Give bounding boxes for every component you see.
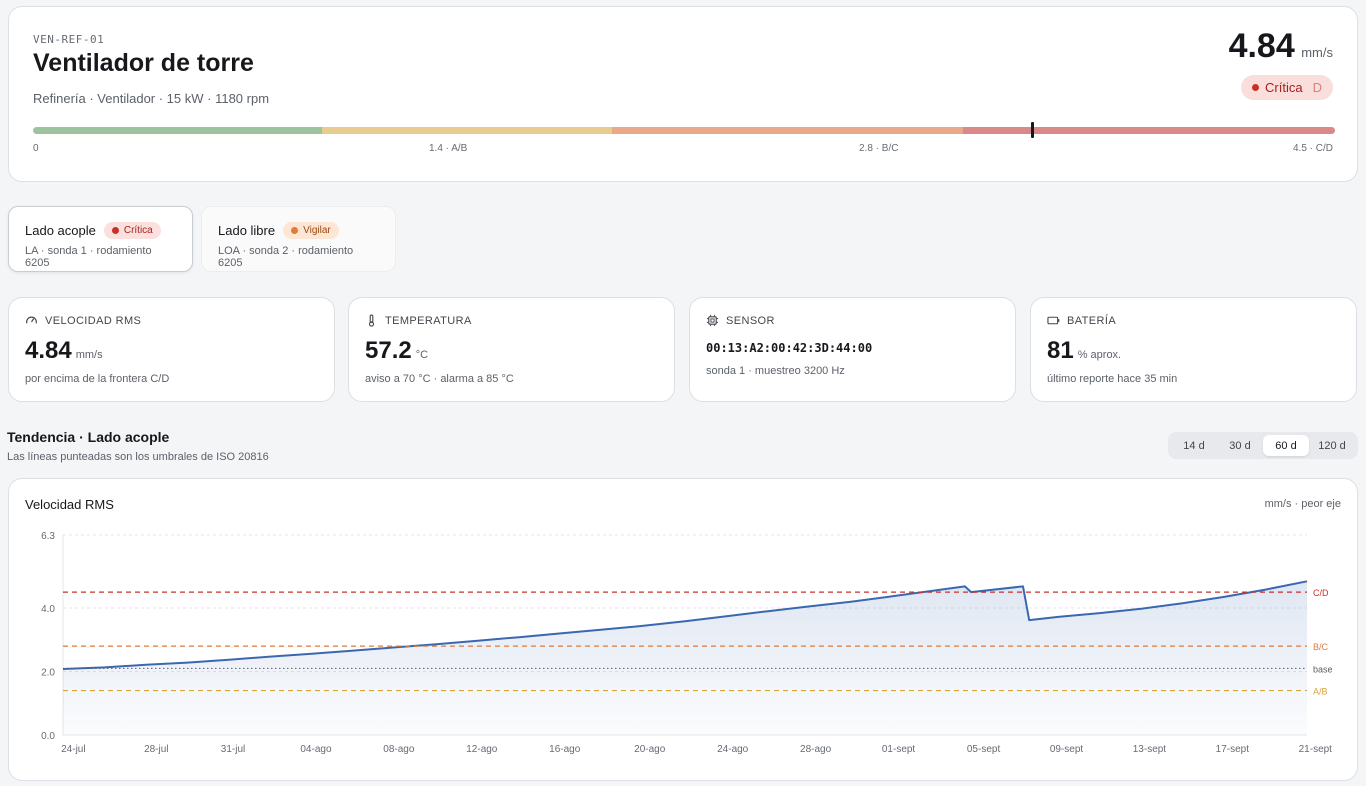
asset-code: VEN-REF-01	[33, 33, 105, 46]
scale-label-bc: 2.8 · B/C	[859, 143, 899, 154]
series-line	[62, 580, 1308, 670]
x-tick-label: 08-ago	[383, 744, 415, 755]
tab-lado-acople[interactable]: Lado acople Crítica LA · sonda 1 · rodam…	[8, 206, 193, 272]
metric-value: 57.2	[365, 337, 412, 364]
threshold-label: A/B	[1313, 687, 1328, 697]
x-tick-label: 17-sept	[1216, 744, 1250, 755]
iso-scale-bar	[33, 127, 1335, 134]
x-tick-label: 21-sept	[1299, 744, 1333, 755]
asset-title: Ventilador de torre	[33, 49, 254, 77]
metric-unit: % aprox.	[1077, 349, 1122, 361]
series-area	[63, 581, 1307, 735]
metric-note: último reporte hace 35 min	[1047, 373, 1178, 385]
threshold-label: base	[1313, 664, 1333, 674]
severity-zone: D	[1312, 80, 1322, 95]
x-tick-label: 05-sept	[967, 744, 1001, 755]
tab-lado-libre[interactable]: Lado libre Vigilar LOA · sonda 2 · rodam…	[201, 206, 396, 272]
x-tick-label: 01-sept	[882, 744, 916, 755]
metric-value: 81	[1047, 337, 1074, 364]
range-30d-button[interactable]: 30 d	[1229, 439, 1251, 452]
severity-dot-icon	[1252, 84, 1260, 91]
x-tick-label: 24-jul	[61, 744, 85, 755]
metric-note: aviso a 70 °C · alarma a 85 °C	[365, 373, 514, 385]
threshold-label: B/C	[1313, 642, 1329, 652]
asset-header-card: VEN-REF-01 Ventilador de torre Refinería…	[8, 6, 1358, 182]
status-badge-label: Vigilar	[303, 225, 331, 236]
current-value: 4.84 mm/s	[1229, 27, 1333, 66]
status-badge-label: Crítica	[123, 225, 153, 236]
x-tick-label: 12-ago	[466, 744, 498, 755]
gauge-icon	[26, 316, 37, 324]
range-selector: 14 d 30 d 60 d 120 d	[1168, 432, 1358, 459]
y-tick-label: 2.0	[41, 668, 55, 679]
trend-chart-card: Velocidad RMS mm/s · peor eje 0.0 2.0 4.0 6…	[8, 478, 1358, 781]
status-badge: Crítica	[103, 222, 161, 239]
iso-scale-marker	[1031, 122, 1034, 138]
y-tick-label: 6.3	[41, 531, 55, 542]
scale-label-ab: 1.4 · A/B	[429, 143, 468, 154]
trend-subtitle: Las líneas punteadas son los umbrales de…	[7, 451, 269, 463]
metric-label: TEMPERATURA	[385, 314, 472, 327]
x-tick-label: 28-jul	[144, 744, 168, 755]
x-tick-label: 24-ago	[717, 744, 749, 755]
x-tick-label: 20-ago	[634, 744, 666, 755]
x-tick-label: 31-jul	[221, 744, 245, 755]
metric-note: sonda 1 · muestreo 3200 Hz	[706, 365, 845, 377]
metric-card-battery: BATERÍA 81% aprox. último reporte hace 3…	[1030, 297, 1357, 402]
metric-unit: mm/s	[75, 349, 103, 361]
asset-subtitle: Refinería · Ventilador · 15 kW · 1180 rp…	[33, 91, 270, 106]
chart-unit-label: mm/s · peor eje	[1264, 498, 1341, 510]
metric-label: SENSOR	[726, 314, 775, 327]
sensor-mac: 00:13:A2:00:42:3D:44:00	[706, 341, 873, 355]
scale-label-0: 0	[33, 143, 39, 154]
scale-label-cd: 4.5 · C/D	[1292, 143, 1333, 154]
metric-card-sensor: SENSOR 00:13:A2:00:42:3D:44:00 sonda 1 ·…	[689, 297, 1016, 402]
tab-subtitle: LOA · sonda 2 · rodamiento 6205	[218, 245, 354, 269]
range-120d-button[interactable]: 120 d	[1318, 439, 1346, 452]
chart-title: Velocidad RMS	[25, 497, 114, 512]
metric-note: por encima de la frontera C/D	[25, 373, 170, 385]
y-tick-label: 4.0	[41, 604, 55, 615]
scale-segment	[322, 127, 612, 134]
y-tick-label: 0.0	[41, 731, 55, 742]
severity-label: Crítica	[1265, 80, 1303, 95]
x-tick-label: 16-ago	[549, 744, 581, 755]
scale-segment	[962, 127, 1335, 134]
x-tick-label: 28-ago	[800, 744, 832, 755]
range-60d-button[interactable]: 60 d	[1263, 435, 1309, 456]
tab-subtitle: LA · sonda 1 · rodamiento 6205	[25, 245, 152, 269]
x-tick-label: 13-sept	[1133, 744, 1167, 755]
scale-segment	[611, 127, 963, 134]
chip-icon	[706, 314, 719, 327]
range-14d-button[interactable]: 14 d	[1183, 439, 1205, 452]
status-dot-icon	[111, 227, 119, 234]
status-dot-icon	[291, 227, 299, 234]
x-tick-label: 04-ago	[300, 744, 332, 755]
scale-segment	[33, 127, 323, 134]
trend-title: Tendencia · Lado acople	[7, 429, 170, 445]
severity-badge: Crítica D	[1241, 75, 1333, 100]
tab-title: Lado acople	[25, 223, 96, 238]
battery-icon	[1047, 316, 1060, 325]
metric-unit: °C	[415, 349, 429, 361]
trend-chart: 0.0 2.0 4.0 6.3 24-jul 28-jul 31-jul 04-ago 08-a…	[41, 531, 1333, 755]
metric-card-velocity: VELOCIDAD RMS 4.84 mm/s por encima de la …	[8, 297, 335, 402]
threshold-label: C/D	[1313, 588, 1329, 598]
metric-label: BATERÍA	[1067, 314, 1117, 327]
current-value-number: 4.84	[1228, 27, 1295, 65]
tab-title: Lado libre	[218, 223, 276, 238]
metric-card-temperature: TEMPERATURA 57.2 °C aviso a 70 °C · alarm…	[348, 297, 675, 402]
current-value-unit: mm/s	[1301, 45, 1333, 60]
thermometer-icon	[368, 314, 375, 327]
metric-label: VELOCIDAD RMS	[45, 314, 142, 327]
status-badge: Vigilar	[283, 222, 339, 239]
metric-value: 4.84	[25, 337, 72, 364]
x-tick-label: 09-sept	[1050, 744, 1084, 755]
